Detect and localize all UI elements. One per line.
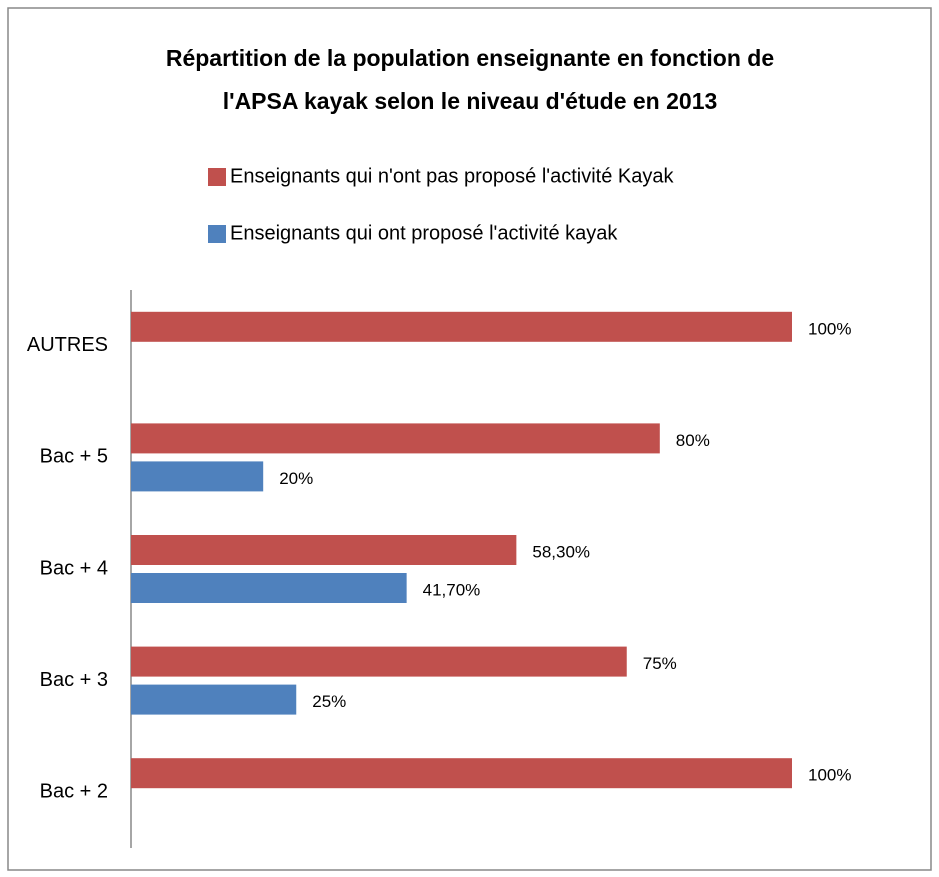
bar (131, 646, 627, 677)
bar (131, 573, 407, 603)
value-label: 80% (676, 431, 710, 450)
bar (131, 535, 517, 565)
y-tick-label: Bac + 5 (40, 446, 108, 468)
chart-title: l'APSA kayak selon le niveau d'étude en … (223, 88, 718, 114)
value-label: 100% (808, 766, 851, 785)
y-tick-label: AUTRES (27, 334, 108, 356)
value-label: 58,30% (532, 542, 590, 561)
bar (131, 758, 792, 789)
value-label: 25% (312, 692, 346, 711)
legend-swatch (208, 225, 226, 243)
value-label: 41,70% (423, 580, 481, 599)
bar (131, 423, 660, 454)
y-tick-label: Bac + 2 (40, 780, 108, 802)
chart-title: Répartition de la population enseignante… (166, 45, 774, 71)
y-tick-label: Bac + 3 (40, 669, 108, 691)
value-label: 75% (643, 654, 677, 673)
value-label: 100% (808, 319, 851, 338)
legend-label: Enseignants qui ont proposé l'activité k… (230, 222, 618, 244)
bar (131, 461, 264, 492)
value-label: 20% (279, 469, 313, 488)
legend-label: Enseignants qui n'ont pas proposé l'acti… (230, 165, 674, 187)
legend-swatch (208, 168, 226, 186)
bar (131, 684, 297, 715)
bar (131, 311, 792, 342)
y-tick-label: Bac + 4 (40, 557, 108, 579)
